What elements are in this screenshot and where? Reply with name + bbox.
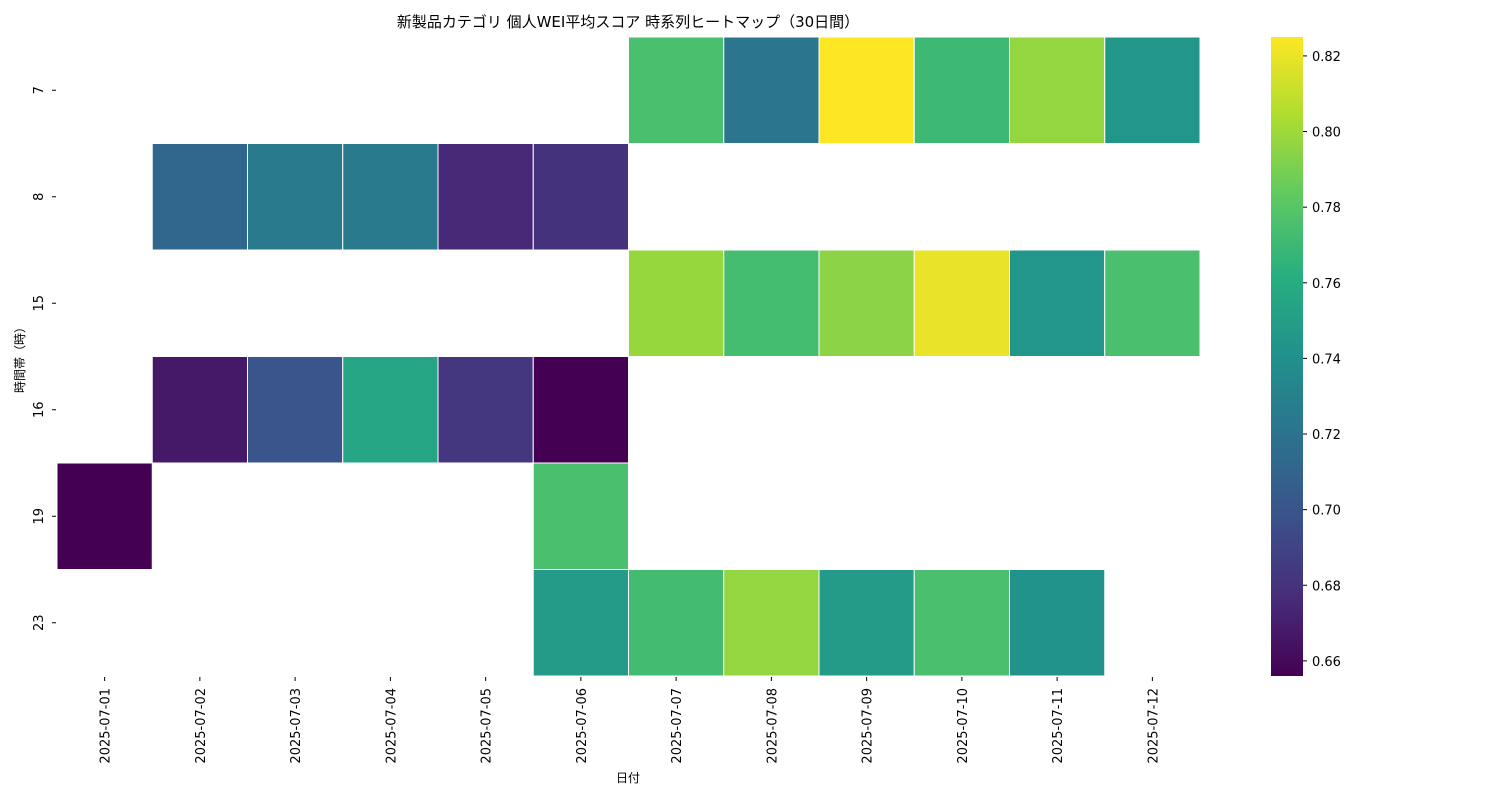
x-tick-label: 2025-07-01 [99, 688, 114, 764]
y-tick-label: 23 [32, 614, 47, 631]
heatmap-cell [723, 249, 820, 357]
heatmap-cell [818, 36, 915, 144]
heatmap-cell [723, 569, 820, 677]
heatmap-cell [628, 249, 725, 357]
colorbar-tick-label: 0.74 [1312, 352, 1341, 367]
heatmap-cell [151, 143, 248, 251]
heatmap-cell [247, 356, 344, 464]
heatmap-cell [437, 143, 534, 251]
heatmap-cell [628, 569, 725, 677]
heatmap-cell [913, 569, 1010, 677]
x-axis-label: 日付 [616, 771, 640, 785]
heatmap-cell [247, 143, 344, 251]
x-tick-label: 2025-07-03 [289, 688, 304, 764]
x-tick-label: 2025-07-10 [956, 688, 971, 764]
heatmap-cell [1104, 36, 1201, 144]
colorbar-tick-label: 0.66 [1312, 655, 1341, 670]
x-tick-label: 2025-07-07 [670, 688, 685, 764]
colorbar-tick-label: 0.70 [1312, 504, 1341, 519]
y-tick-label: 15 [32, 295, 47, 312]
colorbar-tick-label: 0.80 [1312, 126, 1341, 141]
heatmap-cell [913, 249, 1010, 357]
heatmap-cell [628, 36, 725, 144]
heatmap-cell [1104, 249, 1201, 357]
y-tick-label: 19 [32, 508, 47, 525]
heatmap-cells [56, 36, 1201, 677]
colorbar-tick-label: 0.76 [1312, 277, 1341, 292]
colorbar-tick-label: 0.68 [1312, 579, 1341, 594]
y-tick-label: 7 [32, 86, 47, 94]
colorbar [1271, 37, 1303, 676]
colorbar-tick-label: 0.82 [1312, 50, 1341, 65]
heatmap-cell [818, 249, 915, 357]
x-axis: 2025-07-01 2025-07-02 2025-07-03 2025-07-04… [99, 677, 1161, 764]
x-tick-label: 2025-07-06 [575, 688, 590, 764]
heatmap-cell [532, 356, 629, 464]
heatmap-cell [532, 143, 629, 251]
chart-title: 新製品カテゴリ 個人WEI平均スコア 時系列ヒートマップ（30日間） [397, 13, 859, 31]
x-tick-label: 2025-07-12 [1146, 688, 1161, 764]
heatmap-cell [723, 36, 820, 144]
heatmap-cell [1009, 36, 1106, 144]
y-tick-label: 8 [32, 193, 47, 201]
heatmap-cell [913, 36, 1010, 144]
colorbar-tick-label: 0.72 [1312, 428, 1341, 443]
y-axis-label: 時間帯（時） [13, 321, 27, 393]
heatmap-cell [532, 462, 629, 570]
heatmap-cell [1009, 249, 1106, 357]
heatmap-cell [1009, 569, 1106, 677]
heatmap-cell [437, 356, 534, 464]
x-tick-label: 2025-07-11 [1051, 688, 1066, 764]
x-tick-label: 2025-07-08 [765, 688, 780, 764]
heatmap-cell [56, 462, 153, 570]
heatmap-cell [532, 569, 629, 677]
x-tick-label: 2025-07-04 [384, 688, 399, 764]
heatmap-cell [342, 356, 439, 464]
y-axis: 7 8 15 16 19 23 [32, 86, 56, 631]
colorbar-tick-label: 0.78 [1312, 201, 1341, 216]
x-tick-label: 2025-07-05 [480, 688, 495, 764]
colorbar-ticks: 0.66 0.68 0.70 0.72 0.74 0.76 0.78 0.80 0.82 [1303, 50, 1341, 670]
y-tick-label: 16 [32, 401, 47, 418]
heatmap-cell [818, 569, 915, 677]
x-tick-label: 2025-07-09 [861, 688, 876, 764]
heatmap-cell [151, 356, 248, 464]
x-tick-label: 2025-07-02 [194, 688, 209, 764]
heatmap-cell [342, 143, 439, 251]
